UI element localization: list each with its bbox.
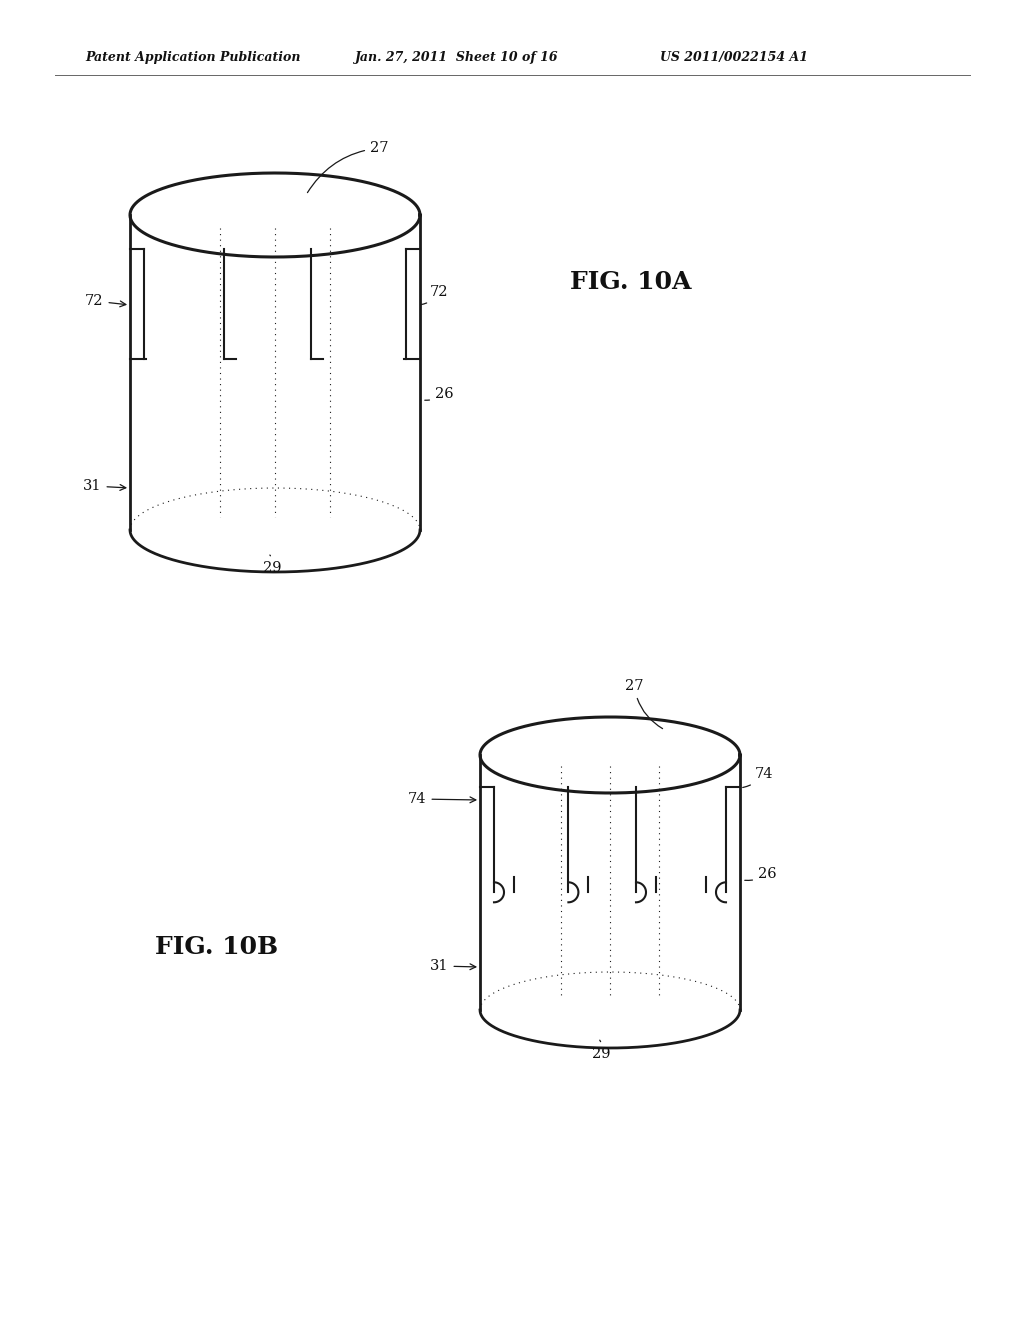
Text: FIG. 10B: FIG. 10B (155, 935, 279, 960)
Text: US 2011/0022154 A1: US 2011/0022154 A1 (660, 51, 808, 65)
Text: 74: 74 (408, 792, 476, 807)
Text: Patent Application Publication: Patent Application Publication (85, 51, 300, 65)
Text: 26: 26 (744, 867, 776, 880)
Text: 31: 31 (83, 479, 126, 492)
Text: 26: 26 (425, 387, 454, 401)
Text: 74: 74 (742, 767, 773, 788)
Text: 29: 29 (592, 1040, 610, 1061)
Text: 27: 27 (307, 141, 388, 193)
Text: 27: 27 (625, 678, 663, 729)
Text: 72: 72 (85, 294, 126, 308)
Text: Jan. 27, 2011  Sheet 10 of 16: Jan. 27, 2011 Sheet 10 of 16 (355, 51, 559, 65)
Text: 31: 31 (430, 960, 476, 973)
Text: 29: 29 (263, 554, 282, 576)
Text: FIG. 10A: FIG. 10A (570, 271, 691, 294)
Text: 72: 72 (421, 285, 449, 305)
